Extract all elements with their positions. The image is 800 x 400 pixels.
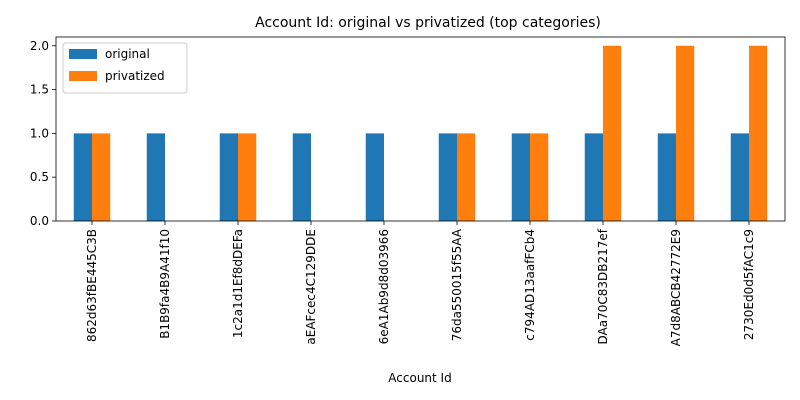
bar-original-2 [219, 133, 238, 221]
bar-privatized-5 [457, 133, 476, 221]
bar-original-8 [657, 133, 676, 221]
legend-label-privatized: privatized [105, 69, 165, 83]
legend-swatch-privatized [69, 71, 97, 81]
y-tick-label-1: 0.5 [30, 170, 49, 184]
x-tick-label-6: c794AD13aafFCb4 [523, 229, 537, 341]
x-tick-label-1: B1B9fa4B9A41f10 [158, 229, 172, 339]
bar-original-5 [438, 133, 457, 221]
bar-original-0 [73, 133, 92, 221]
x-tick-label-8: A7d8ABCB42772E9 [669, 229, 683, 346]
bar-privatized-8 [676, 45, 695, 222]
x-tick-label-0: 862d63fBE445C3B [85, 229, 99, 342]
bar-original-4 [365, 133, 384, 221]
x-tick-label-4: 6eA1Ab9d8d03966 [377, 229, 391, 344]
bar-privatized-0 [92, 133, 111, 221]
x-tick-label-2: 1c2a1d1Ef8dDEFa [231, 229, 245, 338]
x-axis-label: Account Id [388, 371, 451, 385]
bar-original-9 [730, 133, 749, 221]
y-tick-label-2: 1.0 [30, 126, 49, 140]
x-tick-label-5: 76da550015f55AA [450, 228, 464, 341]
bar-privatized-2 [238, 133, 257, 221]
bar-original-7 [584, 133, 603, 221]
x-tick-label-3: aEAFcec4C129DDE [304, 229, 318, 345]
legend-label-original: original [105, 47, 150, 61]
y-tick-label-3: 1.5 [30, 83, 49, 97]
bar-original-1 [146, 133, 165, 221]
plot-frame [55, 36, 786, 222]
y-tick-label-4: 2.0 [30, 39, 49, 53]
x-tick-label-7: DAa70C83DB217ef [596, 228, 610, 344]
bar-privatized-9 [749, 45, 768, 222]
bar-original-3 [292, 133, 311, 221]
bar-original-6 [511, 133, 530, 221]
legend: original privatized [62, 42, 188, 94]
legend-swatch-original [69, 49, 97, 59]
chart-title: Account Id: original vs privatized (top … [255, 15, 601, 31]
axes-layer: 0.0 0.5 1.0 1.5 2.0 862d63fBE445C3B B1B9fa4B9A… [30, 36, 786, 346]
bars-layer [73, 45, 768, 222]
y-tick-label-0: 0.0 [30, 214, 49, 228]
bar-privatized-6 [530, 133, 549, 221]
x-tick-label-9: 2730Ed0d5fAC1c9 [742, 229, 756, 340]
bar-privatized-7 [603, 45, 622, 222]
